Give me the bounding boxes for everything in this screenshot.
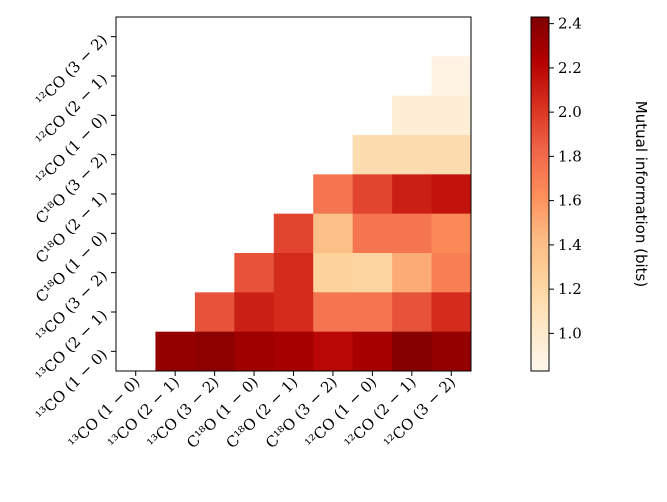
colorbar-tick-label: 2.0 xyxy=(558,103,582,121)
heatmap-cell xyxy=(431,213,472,254)
heatmap-cell xyxy=(431,95,472,136)
heatmap-cell xyxy=(392,95,433,136)
heatmap-cell xyxy=(431,292,472,333)
colorbar-tick-label: 1.6 xyxy=(558,192,582,210)
colorbar-label: Mutual information (bits) xyxy=(632,101,650,287)
colorbar xyxy=(531,17,549,371)
heatmap-cell xyxy=(431,174,472,215)
colorbar-tick-label: 2.2 xyxy=(558,59,582,77)
heatmap-cell xyxy=(431,135,472,175)
colorbar-tick-label: 1.0 xyxy=(558,324,582,342)
heatmap-cell xyxy=(273,292,314,333)
colorbar-tick-label: 1.4 xyxy=(558,236,582,254)
heatmap-cell xyxy=(352,213,393,254)
heatmap-cell xyxy=(431,253,472,293)
heatmap-cell xyxy=(352,331,393,372)
heatmap-cell xyxy=(352,135,393,175)
heatmap-cell xyxy=(273,213,314,254)
heatmap-cell xyxy=(313,292,354,333)
heatmap-cell xyxy=(194,331,235,372)
heatmap-cell xyxy=(392,135,433,175)
colorbar-tick-label: 2.4 xyxy=(558,15,582,33)
heatmap-cell xyxy=(194,292,235,333)
heatmap-cell xyxy=(392,174,433,215)
heatmap-cell xyxy=(313,213,354,254)
heatmap-cell xyxy=(273,253,314,293)
heatmap-cell xyxy=(352,174,393,215)
colorbar-tick-label: 1.2 xyxy=(558,280,582,298)
heatmap-cell xyxy=(392,213,433,254)
heatmap-cell xyxy=(431,56,472,97)
colorbar-tick-label: 1.8 xyxy=(558,147,582,165)
heatmap-cell xyxy=(313,253,354,293)
heatmap-cell xyxy=(352,253,393,293)
heatmap-cell xyxy=(313,174,354,215)
heatmap-cell xyxy=(234,292,275,333)
heatmap-cell xyxy=(155,331,196,372)
heatmap-cell xyxy=(313,331,354,372)
heatmap-cell xyxy=(234,331,275,372)
heatmap-cell xyxy=(352,292,393,333)
colorbar-frame xyxy=(530,16,550,372)
heatmap-cell xyxy=(392,253,433,293)
heatmap-cell xyxy=(392,292,433,333)
heatmap-cell xyxy=(392,331,433,372)
heatmap-cell xyxy=(431,331,472,372)
heatmap-cell xyxy=(273,331,314,372)
heatmap-cell xyxy=(234,253,275,293)
